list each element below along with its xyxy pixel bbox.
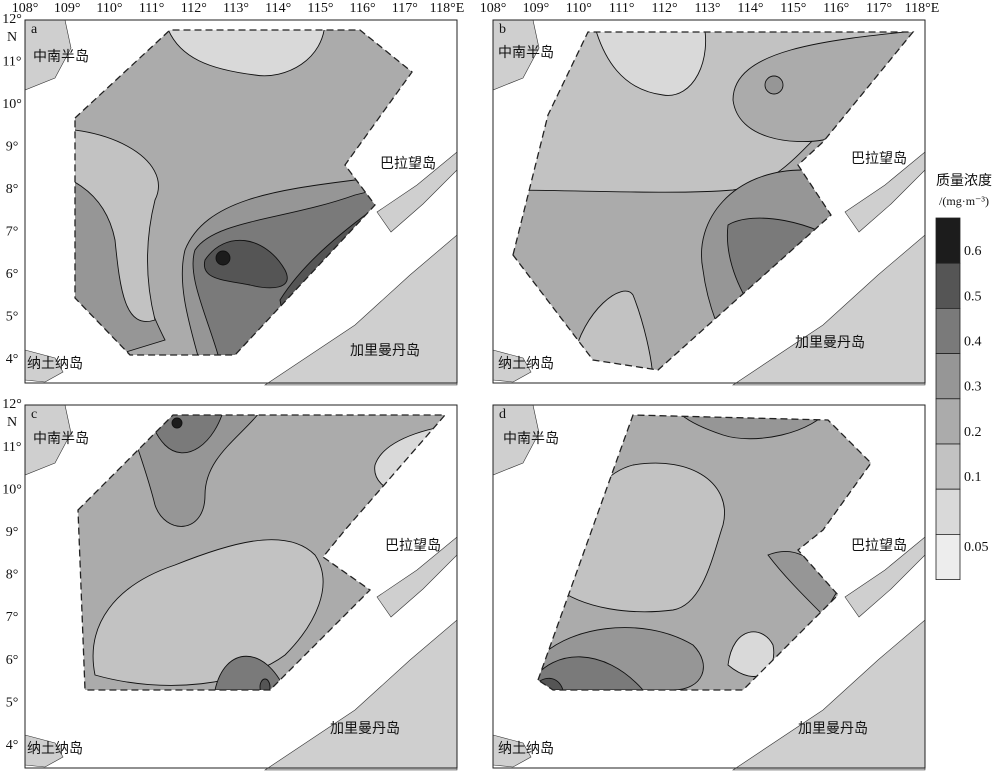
lon-tick-label: 115°	[307, 1, 333, 16]
panel-a	[24, 19, 458, 386]
lat-tick-label: 9°	[6, 140, 19, 155]
legend-unit: /(mg·m⁻³)	[939, 194, 989, 208]
legend-swatch	[935, 262, 961, 309]
legend-swatch	[935, 398, 961, 445]
lat-tick-label: 5°	[6, 695, 19, 710]
panel-b	[492, 19, 926, 386]
lat-tick-label: 4°	[6, 738, 19, 753]
place-name: 巴拉望岛	[380, 156, 436, 172]
lon-tick-label: 110°	[96, 1, 122, 16]
panel-label: c	[31, 407, 37, 422]
place-name: 纳土纳岛	[27, 356, 83, 372]
place-name: 中南半岛	[33, 431, 89, 447]
lat-unit: N	[7, 30, 17, 45]
lat-tick-label: 12°	[2, 12, 22, 27]
lon-tick-label: 114°	[265, 1, 291, 16]
legend-swatch	[935, 488, 961, 535]
panel-label: d	[499, 407, 506, 422]
lon-tick-label: 112°	[652, 1, 678, 16]
panel-label: a	[31, 22, 38, 37]
lon-tick-label: 111°	[139, 1, 165, 16]
place-name: 巴拉望岛	[385, 538, 441, 554]
lat-tick-label: 10°	[2, 482, 22, 497]
lon-tick-label: 118°E	[430, 1, 465, 16]
place-name: 中南半岛	[498, 45, 554, 61]
legend-swatch	[935, 534, 961, 581]
place-name: 巴拉望岛	[851, 538, 907, 554]
lat-tick-label: 12°	[2, 397, 22, 412]
place-name: 加里曼丹岛	[795, 335, 865, 351]
lat-tick-label: 8°	[6, 568, 19, 583]
legend-swatch	[935, 217, 961, 264]
legend: 质量浓度 /(mg·m⁻³) 0.6 0.5 0.4 0.3 0.2 0.1 0.05	[935, 173, 992, 581]
lon-tick-label: 108°	[480, 1, 507, 16]
place-name: 中南半岛	[33, 49, 89, 65]
legend-level: 0.5	[964, 289, 982, 304]
legend-level: 0.2	[964, 425, 982, 440]
legend-swatch	[935, 353, 961, 400]
lon-tick-label: 108°	[12, 1, 39, 16]
place-name: 加里曼丹岛	[798, 721, 868, 737]
lat-tick-label: 7°	[6, 225, 19, 240]
panel-label: b	[499, 22, 506, 37]
legend-level: 0.3	[964, 380, 982, 395]
place-name: 加里曼丹岛	[330, 721, 400, 737]
legend-level: 0.6	[964, 244, 982, 259]
panel-d	[492, 404, 926, 771]
lat-tick-label: 5°	[6, 310, 19, 325]
legend-level: 0.1	[964, 470, 982, 485]
lat-unit: N	[7, 415, 17, 430]
lon-tick-label: 112°	[181, 1, 207, 16]
lon-tick-label: 109°	[54, 1, 81, 16]
lon-tick-label: 117°	[866, 1, 892, 16]
lat-tick-label: 6°	[6, 267, 19, 282]
lon-tick-label: 116°	[350, 1, 376, 16]
place-name: 纳土纳岛	[498, 356, 554, 372]
lon-tick-label: 109°	[523, 1, 550, 16]
lat-tick-label: 7°	[6, 610, 19, 625]
lat-tick-label: 9°	[6, 525, 19, 540]
place-name: 中南半岛	[503, 431, 559, 447]
legend-swatch	[935, 307, 961, 354]
legend-level: 0.05	[964, 540, 989, 555]
place-name: 纳土纳岛	[498, 741, 554, 757]
place-name: 巴拉望岛	[851, 151, 907, 167]
lat-tick-label: 6°	[6, 653, 19, 668]
lon-tick-label: 110°	[566, 1, 592, 16]
lat-tick-label: 8°	[6, 182, 19, 197]
lon-tick-label: 111°	[609, 1, 635, 16]
lon-tick-label: 114°	[737, 1, 763, 16]
lat-tick-label: 11°	[2, 440, 21, 455]
legend-level: 0.4	[964, 335, 982, 350]
place-name: 纳土纳岛	[27, 741, 83, 757]
lat-tick-label: 10°	[2, 97, 22, 112]
legend-swatch	[935, 443, 961, 490]
place-name: 加里曼丹岛	[350, 343, 420, 359]
lon-tick-label: 113°	[223, 1, 249, 16]
panel-c	[24, 404, 458, 771]
lon-tick-label: 113°	[694, 1, 720, 16]
legend-title: 质量浓度	[936, 173, 992, 189]
lat-tick-label: 11°	[2, 55, 21, 70]
lon-tick-label: 118°E	[905, 1, 940, 16]
lon-tick-label: 115°	[780, 1, 806, 16]
lon-tick-label: 116°	[823, 1, 849, 16]
lon-tick-label: 117°	[392, 1, 418, 16]
lat-tick-label: 4°	[6, 352, 19, 367]
